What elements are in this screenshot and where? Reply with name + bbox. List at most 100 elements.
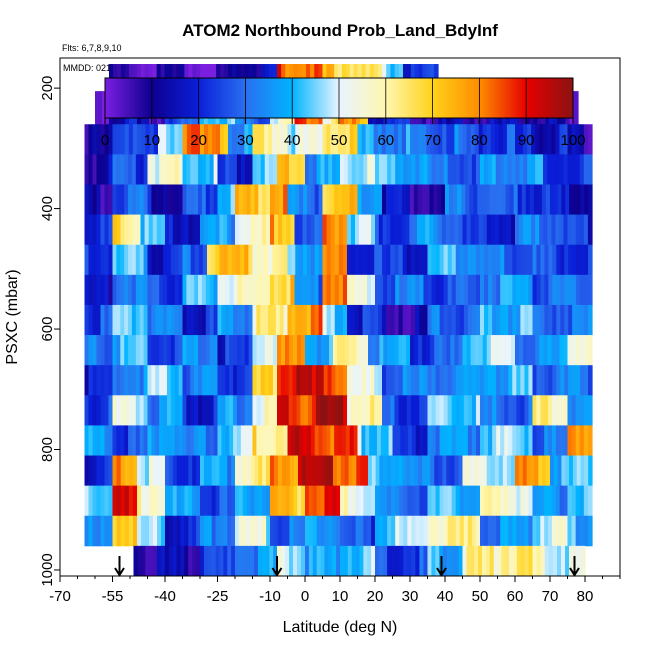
heatmap-cell [221,184,227,216]
heatmap-cell [163,274,168,306]
heatmap-cell [508,304,513,336]
heatmap-cell [431,154,437,185]
heatmap-cell [161,485,166,517]
heatmap-cell [535,335,540,366]
heatmap-cell [407,485,412,517]
heatmap-cell [84,395,90,426]
heatmap-cell [500,365,505,396]
heatmap-cell [509,545,514,577]
heatmap-cell [203,214,209,246]
heatmap-cell [548,545,554,577]
heatmap-cell [588,244,593,276]
heatmap-cell [443,425,449,456]
heatmap-cell [242,485,248,517]
heatmap-cell [293,545,298,577]
heatmap-cell [108,124,114,155]
heatmap-cell [507,154,513,185]
heatmap-cell [443,545,448,577]
heatmap-cell [131,365,137,396]
heatmap-cell [347,304,352,336]
heatmap-cell [569,545,574,577]
heatmap-cell [285,515,291,547]
colorbar-tick-label: 40 [284,132,301,149]
heatmap-cell [186,304,191,336]
heatmap-cell [288,395,294,426]
heatmap-cell [575,395,581,426]
heatmap-cell [266,184,271,216]
heatmap-cell [296,395,301,426]
heatmap-cell [112,425,117,456]
heatmap-cell [474,124,480,155]
heatmap-cell [170,124,175,155]
heatmap-cell [393,124,399,155]
heatmap-cell [431,485,437,517]
heatmap-cell [451,395,457,426]
heatmap-cell [528,485,534,517]
heatmap-cell [321,455,326,487]
heatmap-cell [308,515,314,547]
heatmap-cell [544,515,549,547]
heatmap-cell [334,214,340,246]
heatmap-cell [569,184,574,216]
heatmap-cell [242,184,248,216]
heatmap-cell [168,485,174,517]
heatmap-cell [305,154,310,185]
heatmap-cell [430,124,435,155]
heatmap-cell [583,485,589,517]
heatmap-cell [336,485,341,517]
heatmap-cell [108,154,114,185]
heatmap-cell [470,455,476,487]
heatmap-cell [145,485,150,517]
heatmap-cell [200,515,205,547]
heatmap-cell [375,455,381,487]
heatmap-cell [270,274,275,306]
heatmap-cell [502,124,508,155]
heatmap-cell [577,545,582,577]
heatmap-cell [190,395,195,426]
heatmap-cell [410,455,415,487]
heatmap-cell [459,274,465,306]
heatmap-cell [201,304,207,336]
heatmap-cell [446,124,451,155]
heatmap-cell [576,184,582,216]
heatmap-cell [95,91,100,125]
heatmap-cell [235,515,240,547]
heatmap-cell [571,335,577,366]
heatmap-cell [342,304,348,336]
heatmap-cell [496,395,501,426]
heatmap-cell [382,365,387,396]
heatmap-cell [297,335,302,366]
heatmap-cell [96,365,102,396]
heatmap-cell [579,395,585,426]
heatmap-cell [84,425,90,456]
heatmap-cell [478,214,484,246]
heatmap-cell [345,184,351,216]
heatmap-cell [394,304,400,336]
heatmap-cell [405,214,410,246]
heatmap-cell [180,455,186,487]
heatmap-cell [96,154,102,185]
heatmap-cell [555,485,561,517]
heatmap-cell [588,274,593,306]
heatmap-cell [564,365,569,396]
colorbar-tick-label: 10 [143,132,160,149]
heatmap-cell [236,154,242,185]
heatmap-cell [418,335,423,366]
heatmap-cell [588,365,593,396]
heatmap-cell [238,455,244,487]
heatmap-cell [184,485,189,517]
heatmap-cell [174,304,180,336]
heatmap-cell [466,124,472,155]
heatmap-cell [413,214,418,246]
heatmap-cell [447,274,453,306]
heatmap-cell [524,515,530,547]
heatmap-cell [375,515,380,547]
heatmap-cell [266,485,271,517]
heatmap-cell [480,154,485,185]
heatmap-cell [415,304,420,336]
heatmap-cell [439,154,445,185]
heatmap-cell [583,425,589,456]
heatmap-cell [84,304,90,336]
heatmap-cell [403,545,408,577]
heatmap-cell [575,515,581,547]
